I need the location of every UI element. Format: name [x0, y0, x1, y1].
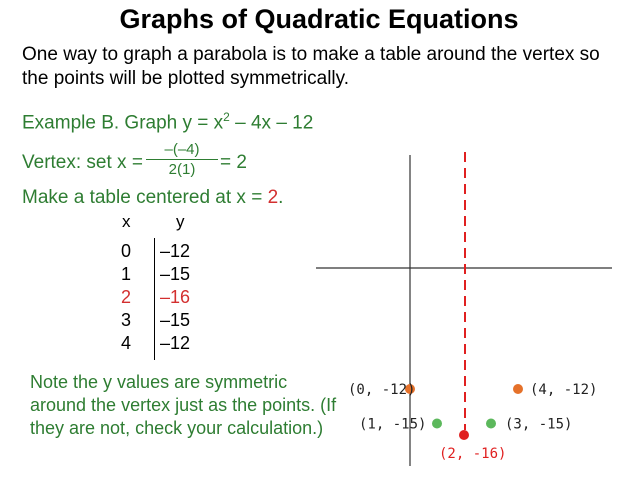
- table-cell-y: –12: [160, 241, 191, 261]
- point-label: (0, -12): [348, 382, 415, 398]
- point-label: (2, -16): [439, 446, 506, 462]
- point-marker: [459, 430, 469, 440]
- table-cell-x: 0: [121, 241, 132, 261]
- table-cell-x: 2: [121, 287, 132, 307]
- point-label: (1, -15): [359, 417, 426, 433]
- make-table-text: Make a table centered at x = 2.: [22, 187, 283, 209]
- table-cell-x: 3: [121, 310, 132, 330]
- table-cell-x: 4: [121, 333, 132, 353]
- fraction-denominator: 2(1): [168, 161, 196, 178]
- table-cell-y: –15: [160, 264, 191, 284]
- table-x-header: x: [122, 212, 131, 231]
- point-marker: [432, 418, 442, 429]
- point-marker: [405, 384, 415, 394]
- example-exponent: 2: [223, 110, 230, 124]
- table-divider: [154, 238, 155, 360]
- point-label: (3, -15): [505, 417, 572, 433]
- table-cell-x: 1: [121, 264, 132, 284]
- make-table-prefix: Make a table centered at x =: [22, 187, 268, 208]
- vertex-label: Vertex: set x =: [22, 152, 143, 173]
- example-heading: Example B. Graph y = x2 – 4x – 12: [22, 110, 313, 134]
- intro-text: One way to graph a parabola is to make a…: [22, 44, 600, 89]
- point-marker: [486, 418, 496, 429]
- table-cell-y: –15: [160, 310, 191, 330]
- make-table-value: 2: [267, 187, 279, 208]
- table-cell-y: –12: [160, 333, 191, 353]
- table-x-column: 0 1 2 3 4: [121, 240, 131, 355]
- make-table-period: .: [278, 187, 284, 208]
- table-cell-y: –16: [160, 287, 191, 307]
- table-y-column: –12 –15 –16 –15 –12: [160, 240, 190, 355]
- example-suffix: – 4x – 12: [229, 112, 314, 134]
- fraction-numerator: –(–4): [164, 141, 200, 158]
- vertex-result: = 2: [220, 152, 247, 173]
- point-marker: [513, 384, 523, 394]
- example-prefix: Example B. Graph y = x: [22, 112, 224, 134]
- fraction-bar: [146, 159, 218, 160]
- points-layer: (0, -12) (4, -12) (1, -15) (3, -15) (2, -16): [348, 382, 597, 462]
- table-y-header: y: [176, 212, 185, 231]
- page-title: Graphs of Quadratic Equations: [119, 4, 519, 34]
- note-text: Note the y values are symmetric around t…: [30, 372, 337, 438]
- point-label: (4, -12): [530, 382, 597, 398]
- vertex-fraction: –(–4) 2(1): [146, 141, 218, 178]
